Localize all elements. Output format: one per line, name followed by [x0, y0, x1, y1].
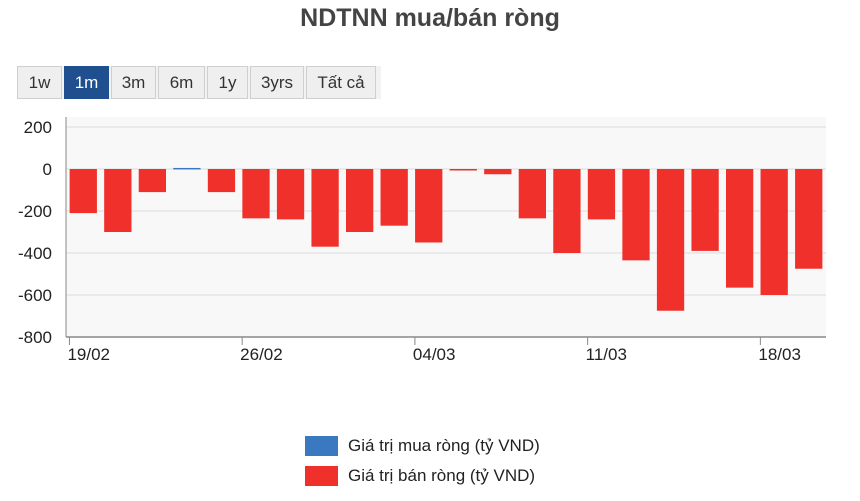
range-button-all[interactable]: Tất cả — [306, 66, 376, 99]
range-button-1w[interactable]: 1w — [17, 66, 62, 99]
range-selector: 1w 1m 3m 6m 1y 3yrs Tất cả — [17, 66, 381, 99]
bar-sell — [449, 169, 477, 171]
bar-sell — [345, 169, 374, 232]
bar-sell — [484, 169, 512, 175]
x-tick-label: 26/02 — [240, 345, 283, 364]
bar-sell — [138, 169, 167, 193]
x-tick-label: 18/03 — [758, 345, 801, 364]
bar-sell — [242, 169, 270, 219]
bar-buy — [173, 167, 201, 170]
bar-sell — [691, 169, 719, 251]
chart-title: NDTNN mua/bán ròng — [300, 4, 560, 32]
y-tick-label: -200 — [18, 202, 52, 221]
bar-chart: 200 0 -200 -400 -600 -800 19/02 26/02 04/03 11/03… — [18, 117, 826, 364]
range-button-3m[interactable]: 3m — [111, 66, 156, 99]
y-tick-label: 0 — [43, 160, 52, 179]
legend-item-sell[interactable]: Giá trị bán ròng (tỷ VND) — [305, 461, 540, 491]
bar-sell — [795, 169, 823, 269]
x-tick-label: 04/03 — [413, 345, 456, 364]
y-tick-label: -800 — [18, 328, 52, 347]
range-button-1m[interactable]: 1m — [64, 66, 109, 99]
bar-sell — [725, 169, 754, 288]
bar-sell — [311, 169, 339, 247]
y-tick-label: -600 — [18, 286, 52, 305]
bar-sell — [104, 169, 132, 232]
bar-sell — [553, 169, 581, 253]
bar-sell — [276, 169, 305, 220]
legend-swatch-buy — [305, 436, 338, 456]
range-button-1y[interactable]: 1y — [207, 66, 248, 99]
legend-swatch-sell — [305, 466, 338, 486]
bar-sell — [656, 169, 685, 311]
y-tick-label: -400 — [18, 244, 52, 263]
bar-sell — [69, 169, 97, 214]
legend-label-sell: Giá trị bán ròng (tỷ VND) — [348, 466, 536, 485]
range-button-6m[interactable]: 6m — [158, 66, 205, 99]
y-tick-label: 200 — [24, 118, 52, 137]
legend: Giá trị mua ròng (tỷ VND) Giá trị bán rò… — [305, 431, 540, 491]
bar-sell — [415, 169, 443, 243]
x-tick-label: 19/02 — [67, 345, 110, 364]
bar-sell — [587, 169, 616, 220]
x-tick-label: 11/03 — [586, 345, 627, 364]
legend-item-buy[interactable]: Giá trị mua ròng (tỷ VND) — [305, 431, 540, 461]
bar-sell — [622, 169, 650, 261]
bar-sell — [380, 169, 408, 226]
legend-label-buy: Giá trị mua ròng (tỷ VND) — [348, 436, 540, 455]
bar-sell — [518, 169, 547, 219]
bar-sell — [760, 169, 788, 295]
bar-sell — [207, 169, 236, 193]
range-button-3yrs[interactable]: 3yrs — [250, 66, 304, 99]
